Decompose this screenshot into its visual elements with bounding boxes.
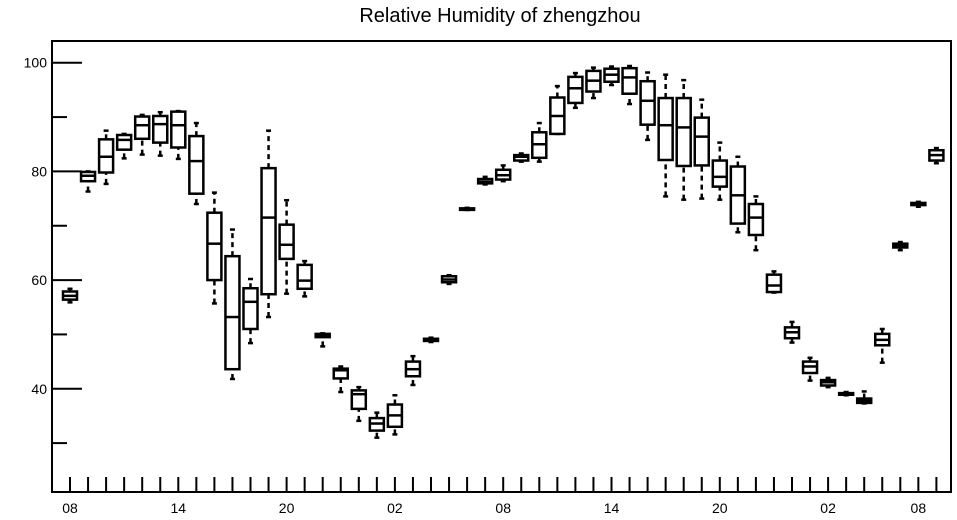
box-body [711, 159, 729, 188]
box-body [675, 96, 692, 168]
box-plot [440, 273, 458, 286]
box-plot [188, 121, 205, 206]
box-plot [783, 320, 801, 344]
box-plot [152, 110, 169, 157]
box-plot [422, 336, 440, 344]
box-body [278, 223, 295, 261]
box-plot [585, 66, 602, 100]
box-plot [332, 365, 349, 394]
box-plot [79, 170, 97, 193]
box-body [242, 286, 259, 331]
x-axis: 08 14 20 02 08 14 20 02 08 [62, 477, 938, 516]
box-series [61, 64, 945, 439]
box-plot [61, 287, 79, 304]
box-plot [765, 270, 783, 294]
box-plot [729, 155, 747, 234]
box-plot [549, 84, 566, 136]
box-plot [747, 195, 765, 252]
box-plot [693, 98, 710, 200]
box-body [115, 133, 133, 151]
y-tick-label: 80 [31, 163, 47, 179]
y-tick-label: 100 [24, 55, 48, 71]
box-plot [874, 327, 891, 364]
box-body [260, 166, 277, 296]
box-plot [242, 277, 259, 345]
box-body [296, 263, 313, 291]
chart-title: Relative Humidity of zhengzhou [359, 5, 640, 27]
box-plot [801, 356, 819, 382]
x-tick-label: 20 [279, 500, 295, 516]
box-plot [206, 191, 223, 305]
y-tick-label: 60 [31, 272, 47, 288]
box-plot [621, 64, 638, 106]
box-plot [296, 259, 313, 298]
box-body [170, 110, 187, 149]
box-plot [711, 141, 729, 201]
box-body [765, 273, 783, 294]
y-tick-label: 40 [31, 381, 47, 397]
box-plot [314, 332, 331, 348]
box-plot [386, 394, 404, 436]
box-plot [513, 152, 530, 163]
box-body [693, 116, 710, 167]
box-plot [494, 164, 512, 183]
x-tick-label: 02 [387, 500, 403, 516]
box-body [567, 75, 584, 105]
box-plot [657, 73, 674, 198]
x-tick-label: 02 [820, 500, 836, 516]
box-body [152, 114, 169, 144]
x-tick-label: 08 [495, 500, 511, 516]
box-body [639, 79, 656, 126]
box-plot [115, 132, 133, 160]
box-body [206, 211, 223, 282]
x-tick-label: 20 [712, 500, 728, 516]
box-plot [170, 109, 187, 161]
box-plot [278, 198, 295, 295]
box-plot [819, 376, 837, 389]
box-body [747, 202, 765, 237]
box-plot [892, 240, 909, 252]
box-plot [910, 200, 927, 208]
box-body [332, 367, 349, 380]
box-plot [350, 385, 368, 423]
box-plot [855, 390, 873, 405]
box-body [188, 134, 205, 195]
box-plot [368, 411, 386, 439]
box-body [621, 66, 638, 95]
x-tick-label: 08 [62, 500, 78, 516]
box-body [224, 254, 241, 371]
box-plot [928, 146, 945, 165]
plot-frame [51, 40, 952, 493]
box-plot [260, 129, 277, 319]
y-axis: 40 60 80 100 [24, 55, 82, 445]
box-plot [476, 175, 494, 186]
x-tick-label: 14 [604, 500, 620, 516]
box-plot [531, 121, 548, 163]
box-plot [837, 390, 855, 397]
box-plot [603, 65, 620, 87]
box-plot [675, 78, 692, 201]
box-plot [224, 228, 241, 381]
box-body [133, 115, 151, 141]
box-body [657, 96, 674, 162]
box-plot [458, 206, 476, 212]
x-tick-label: 08 [911, 500, 927, 516]
box-plot [133, 113, 151, 156]
box-plot [97, 129, 115, 186]
box-plot [639, 71, 656, 142]
x-tick-label: 14 [171, 500, 187, 516]
box-plot [404, 354, 422, 387]
box-plot [567, 71, 584, 110]
